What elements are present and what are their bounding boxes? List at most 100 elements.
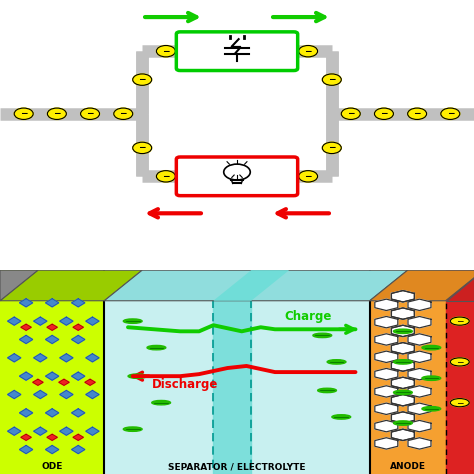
Circle shape [114, 108, 133, 119]
Text: −: − [380, 109, 388, 118]
Circle shape [275, 171, 294, 182]
Polygon shape [46, 299, 59, 307]
Circle shape [133, 74, 152, 85]
Polygon shape [408, 299, 431, 310]
Ellipse shape [393, 421, 412, 425]
Ellipse shape [128, 374, 147, 378]
Polygon shape [34, 354, 47, 362]
Polygon shape [392, 360, 414, 371]
Polygon shape [72, 372, 85, 380]
Polygon shape [60, 317, 73, 325]
Polygon shape [392, 308, 414, 319]
Circle shape [450, 358, 469, 366]
Polygon shape [60, 427, 73, 435]
Polygon shape [375, 438, 398, 449]
Circle shape [408, 108, 427, 119]
Polygon shape [21, 324, 31, 330]
Polygon shape [213, 270, 289, 301]
Polygon shape [408, 368, 431, 380]
Text: −: − [138, 75, 146, 84]
Circle shape [299, 171, 318, 182]
Polygon shape [19, 446, 33, 454]
Ellipse shape [318, 388, 337, 392]
Circle shape [322, 74, 341, 85]
Text: −: − [447, 109, 454, 118]
Polygon shape [73, 324, 83, 330]
Ellipse shape [393, 329, 412, 334]
Polygon shape [46, 446, 59, 454]
Polygon shape [47, 324, 57, 330]
Circle shape [374, 108, 393, 119]
Circle shape [14, 108, 33, 119]
Text: −: − [328, 144, 336, 152]
Polygon shape [392, 343, 414, 354]
Polygon shape [34, 427, 47, 435]
Circle shape [156, 46, 175, 57]
Polygon shape [86, 354, 99, 362]
Ellipse shape [393, 390, 412, 395]
Polygon shape [446, 270, 474, 301]
Polygon shape [0, 270, 142, 301]
Text: −: − [119, 109, 127, 118]
Circle shape [180, 171, 199, 182]
Ellipse shape [327, 360, 346, 364]
Polygon shape [408, 438, 431, 449]
Polygon shape [408, 351, 431, 363]
Circle shape [450, 399, 469, 407]
Polygon shape [392, 412, 414, 423]
Polygon shape [392, 325, 414, 337]
Polygon shape [8, 427, 21, 435]
Ellipse shape [422, 376, 441, 381]
Polygon shape [19, 409, 33, 417]
Polygon shape [72, 446, 85, 454]
Polygon shape [72, 336, 85, 344]
Polygon shape [213, 270, 251, 474]
Polygon shape [375, 351, 398, 363]
Polygon shape [46, 372, 59, 380]
Polygon shape [86, 427, 99, 435]
Polygon shape [104, 270, 370, 474]
Polygon shape [21, 434, 31, 440]
Polygon shape [19, 336, 33, 344]
Text: −: − [328, 75, 336, 84]
Polygon shape [47, 434, 57, 440]
Text: −: − [281, 47, 288, 55]
Polygon shape [8, 317, 21, 325]
Polygon shape [392, 429, 414, 440]
Circle shape [299, 46, 318, 57]
Polygon shape [46, 409, 59, 417]
Ellipse shape [422, 346, 441, 350]
Polygon shape [34, 317, 47, 325]
Polygon shape [8, 354, 21, 362]
Ellipse shape [152, 401, 171, 405]
Polygon shape [408, 317, 431, 328]
Polygon shape [375, 420, 398, 432]
Polygon shape [408, 420, 431, 432]
Circle shape [450, 317, 469, 325]
Text: Charge: Charge [284, 310, 332, 323]
Polygon shape [72, 299, 85, 307]
Circle shape [341, 108, 360, 119]
Polygon shape [34, 391, 47, 399]
Polygon shape [392, 394, 414, 406]
Text: −: − [347, 109, 355, 118]
Circle shape [133, 142, 152, 154]
Polygon shape [19, 372, 33, 380]
Circle shape [47, 108, 66, 119]
Polygon shape [392, 429, 414, 440]
Circle shape [180, 46, 199, 57]
Polygon shape [375, 386, 398, 397]
Text: −: − [281, 172, 288, 181]
Ellipse shape [123, 319, 142, 323]
Ellipse shape [422, 407, 441, 411]
Ellipse shape [313, 333, 332, 337]
Text: −: − [186, 47, 193, 55]
Polygon shape [375, 317, 398, 328]
Polygon shape [392, 325, 414, 337]
Polygon shape [73, 434, 83, 440]
Polygon shape [446, 270, 474, 474]
Polygon shape [104, 270, 408, 301]
Text: −: − [162, 172, 170, 181]
Polygon shape [46, 336, 59, 344]
Text: Discharge: Discharge [152, 378, 218, 392]
